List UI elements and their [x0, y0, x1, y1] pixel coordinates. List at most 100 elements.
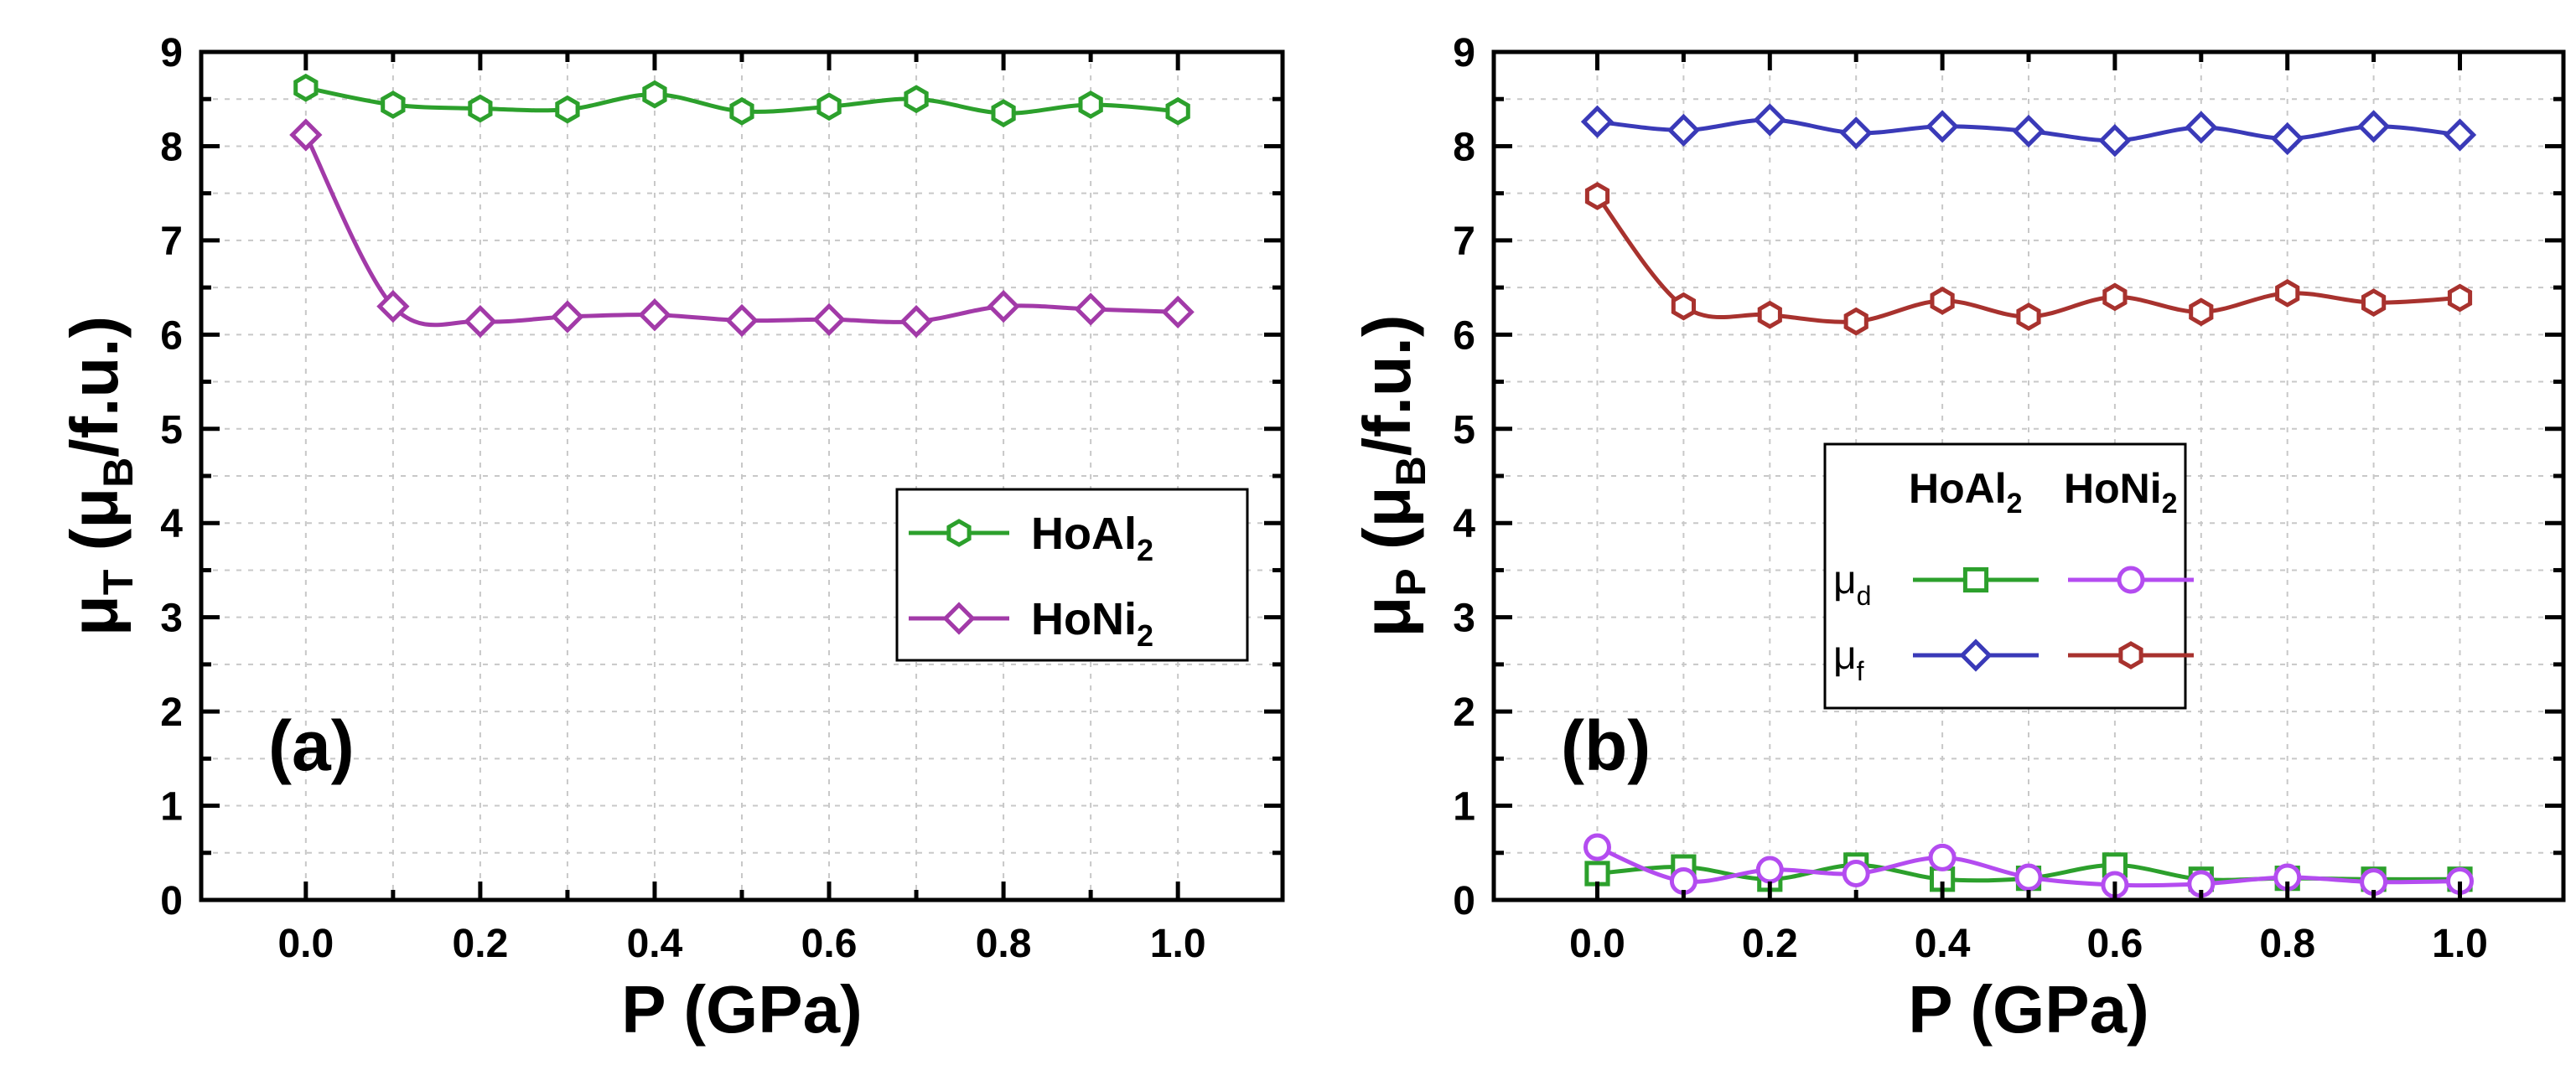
series-0 [293, 73, 1190, 127]
legend-row-label-base: μ [1833, 633, 1857, 678]
legend-entry [1913, 566, 2039, 593]
y-tick-label: 5 [160, 408, 183, 452]
grid [1494, 52, 2563, 900]
data-point [1930, 287, 1955, 315]
legend-label-base: HoAl [1031, 509, 1137, 559]
data-point [376, 289, 410, 323]
legend-label-sub: 2 [1137, 618, 1153, 653]
x-tick-label: 0.4 [627, 922, 683, 966]
y-axis-title: μT (μB/f.u.) [57, 316, 142, 636]
y-axis-title-unit-open: (μ [1350, 486, 1424, 568]
data-point [642, 80, 667, 109]
y-tick-label: 6 [160, 313, 183, 358]
legend-label: HoNi2 [1031, 594, 1153, 653]
data-point [1165, 96, 1190, 126]
data-point [551, 300, 584, 334]
data-point [2189, 297, 2214, 327]
data-point [1842, 860, 1870, 888]
y-tick-label: 9 [160, 31, 183, 75]
y-axis: 0 1 2 3 4 5 6 7 8 9 [160, 31, 1283, 923]
data-point [2356, 110, 2391, 143]
x-tick-label: 0.0 [1569, 922, 1625, 966]
x-tick-label: 0.8 [976, 922, 1032, 966]
data-point [2012, 114, 2045, 148]
y-tick-label: 2 [1453, 690, 1475, 735]
y-tick-label: 1 [1453, 785, 1475, 830]
y-axis-title-base: μ [1350, 597, 1424, 638]
y-axis-title: μP (μB/f.u.) [1350, 314, 1434, 637]
y-tick-label: 6 [1453, 313, 1475, 358]
legend-column-header: HoAl2 [1909, 465, 2023, 520]
y-tick-label: 4 [1453, 502, 1475, 546]
data-point [1078, 90, 1103, 119]
data-point [899, 304, 933, 339]
data-point [1583, 833, 1611, 861]
legend-row-label: μd [1833, 558, 1871, 611]
panel-label: (b) [1561, 706, 1651, 785]
y-axis-title-sub: T [95, 570, 142, 596]
x-tick-label: 0.2 [453, 922, 509, 966]
y-tick-label: 1 [160, 785, 183, 830]
series-line [303, 133, 1179, 328]
y-tick-label: 9 [1453, 31, 1475, 75]
y-axis-title-base: μ [57, 595, 132, 636]
data-point [1843, 307, 1869, 336]
legend-row-label: μf [1833, 633, 1864, 686]
legend-entry [2068, 641, 2194, 670]
legend-label-sub: 2 [1137, 533, 1153, 567]
x-axis: 0.0 0.2 0.4 0.6 0.8 1.0 P (GPa) [1569, 52, 2488, 1047]
y-tick-label: 7 [160, 220, 183, 264]
legend-entry [2068, 566, 2194, 594]
y-tick-label: 8 [160, 125, 183, 169]
data-point [2098, 124, 2132, 158]
legend-column-header-sub: 2 [2007, 488, 2023, 520]
data-point [816, 92, 842, 122]
data-point [987, 289, 1020, 323]
data-point [2102, 282, 2128, 312]
data-point [2443, 118, 2477, 152]
y-tick-label: 0 [1453, 879, 1475, 923]
data-point [1161, 295, 1195, 328]
series-2 [1580, 103, 2477, 158]
y-axis-title-unit-sub: B [1387, 456, 1434, 486]
panel-a: 0.0 0.2 0.4 0.6 0.8 1.0 P (GPa) 0 1 2 3 4 5 6 7 8 9 μT (μ… [57, 31, 1285, 1047]
y-tick-label: 2 [160, 690, 183, 735]
legend-column-header-sub: 2 [2162, 488, 2178, 520]
x-tick-label: 0.2 [1742, 922, 1798, 966]
data-point [2014, 863, 2043, 892]
panel-label: (a) [268, 706, 355, 785]
legend-row-label-sub: f [1857, 656, 1864, 686]
data-point [812, 302, 846, 336]
data-point [1928, 843, 1957, 871]
data-point [381, 90, 406, 119]
x-axis-title: P (GPa) [1908, 972, 2149, 1047]
y-tick-label: 3 [1453, 597, 1475, 641]
data-point [1671, 292, 1696, 321]
legend-marker [2118, 641, 2143, 670]
legend-entry: HoNi2 [909, 594, 1153, 653]
data-point [1753, 103, 1786, 137]
legend-marker [1962, 566, 1989, 593]
legend-marker [2117, 566, 2145, 594]
series-1 [289, 118, 1195, 339]
legend-entry: HoAl2 [909, 509, 1153, 567]
series-1 [1583, 833, 2475, 899]
y-tick-label: 4 [160, 502, 183, 546]
data-point [2185, 111, 2218, 144]
data-point [1584, 861, 1610, 887]
data-point [464, 304, 497, 339]
x-tick-label: 1.0 [2432, 922, 2488, 966]
data-point [1074, 292, 1107, 326]
data-point [1926, 110, 1959, 143]
data-point [289, 118, 323, 152]
legend-marker [942, 602, 976, 635]
x-tick-label: 0.4 [1915, 922, 1971, 966]
y-axis-title-unit-close: /f.u.) [1350, 314, 1424, 456]
data-point [1669, 867, 1697, 896]
x-tick-label: 0.6 [2087, 922, 2143, 966]
legend-label-base: HoNi [1031, 594, 1137, 644]
legend-marker [946, 519, 972, 547]
